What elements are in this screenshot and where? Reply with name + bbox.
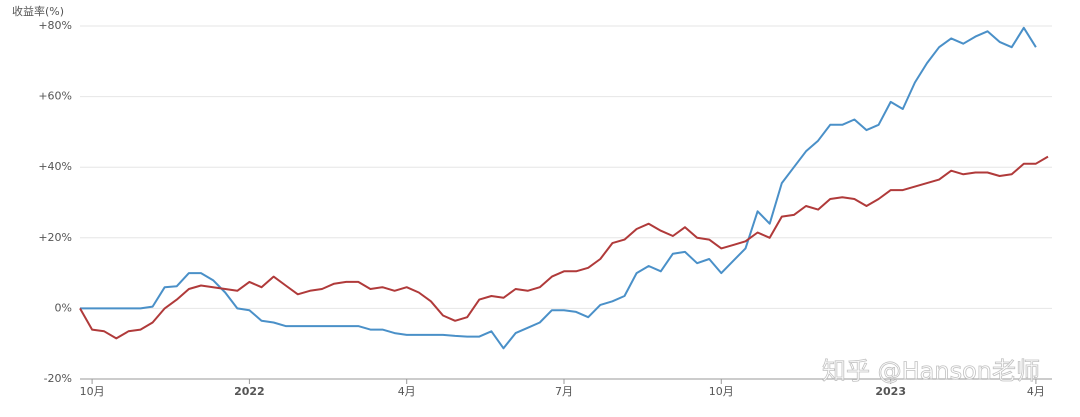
x-tick-label: 10月 [709, 385, 734, 398]
watermark: 知乎 @Hanson老师 [822, 357, 1040, 385]
series-line [79, 155, 1049, 340]
y-tick-label: +80% [38, 19, 72, 32]
x-tick-label: 4月 [398, 385, 416, 398]
x-tick-label: 2022 [234, 385, 265, 398]
y-tick-label: +40% [38, 160, 72, 173]
y-tick-label: +60% [38, 90, 72, 103]
y-tick-label: +20% [38, 231, 72, 244]
y-tick-label: 0% [55, 301, 72, 314]
x-tick-label: 2023 [875, 385, 906, 398]
x-tick-label: 10月 [80, 385, 105, 398]
x-tick-label: 4月 [1027, 385, 1045, 398]
x-tick-label: 7月 [555, 385, 573, 398]
y-axis-label: 收益率(%) [12, 4, 64, 18]
series-line [80, 26, 1037, 350]
y-tick-label: -20% [44, 372, 72, 385]
